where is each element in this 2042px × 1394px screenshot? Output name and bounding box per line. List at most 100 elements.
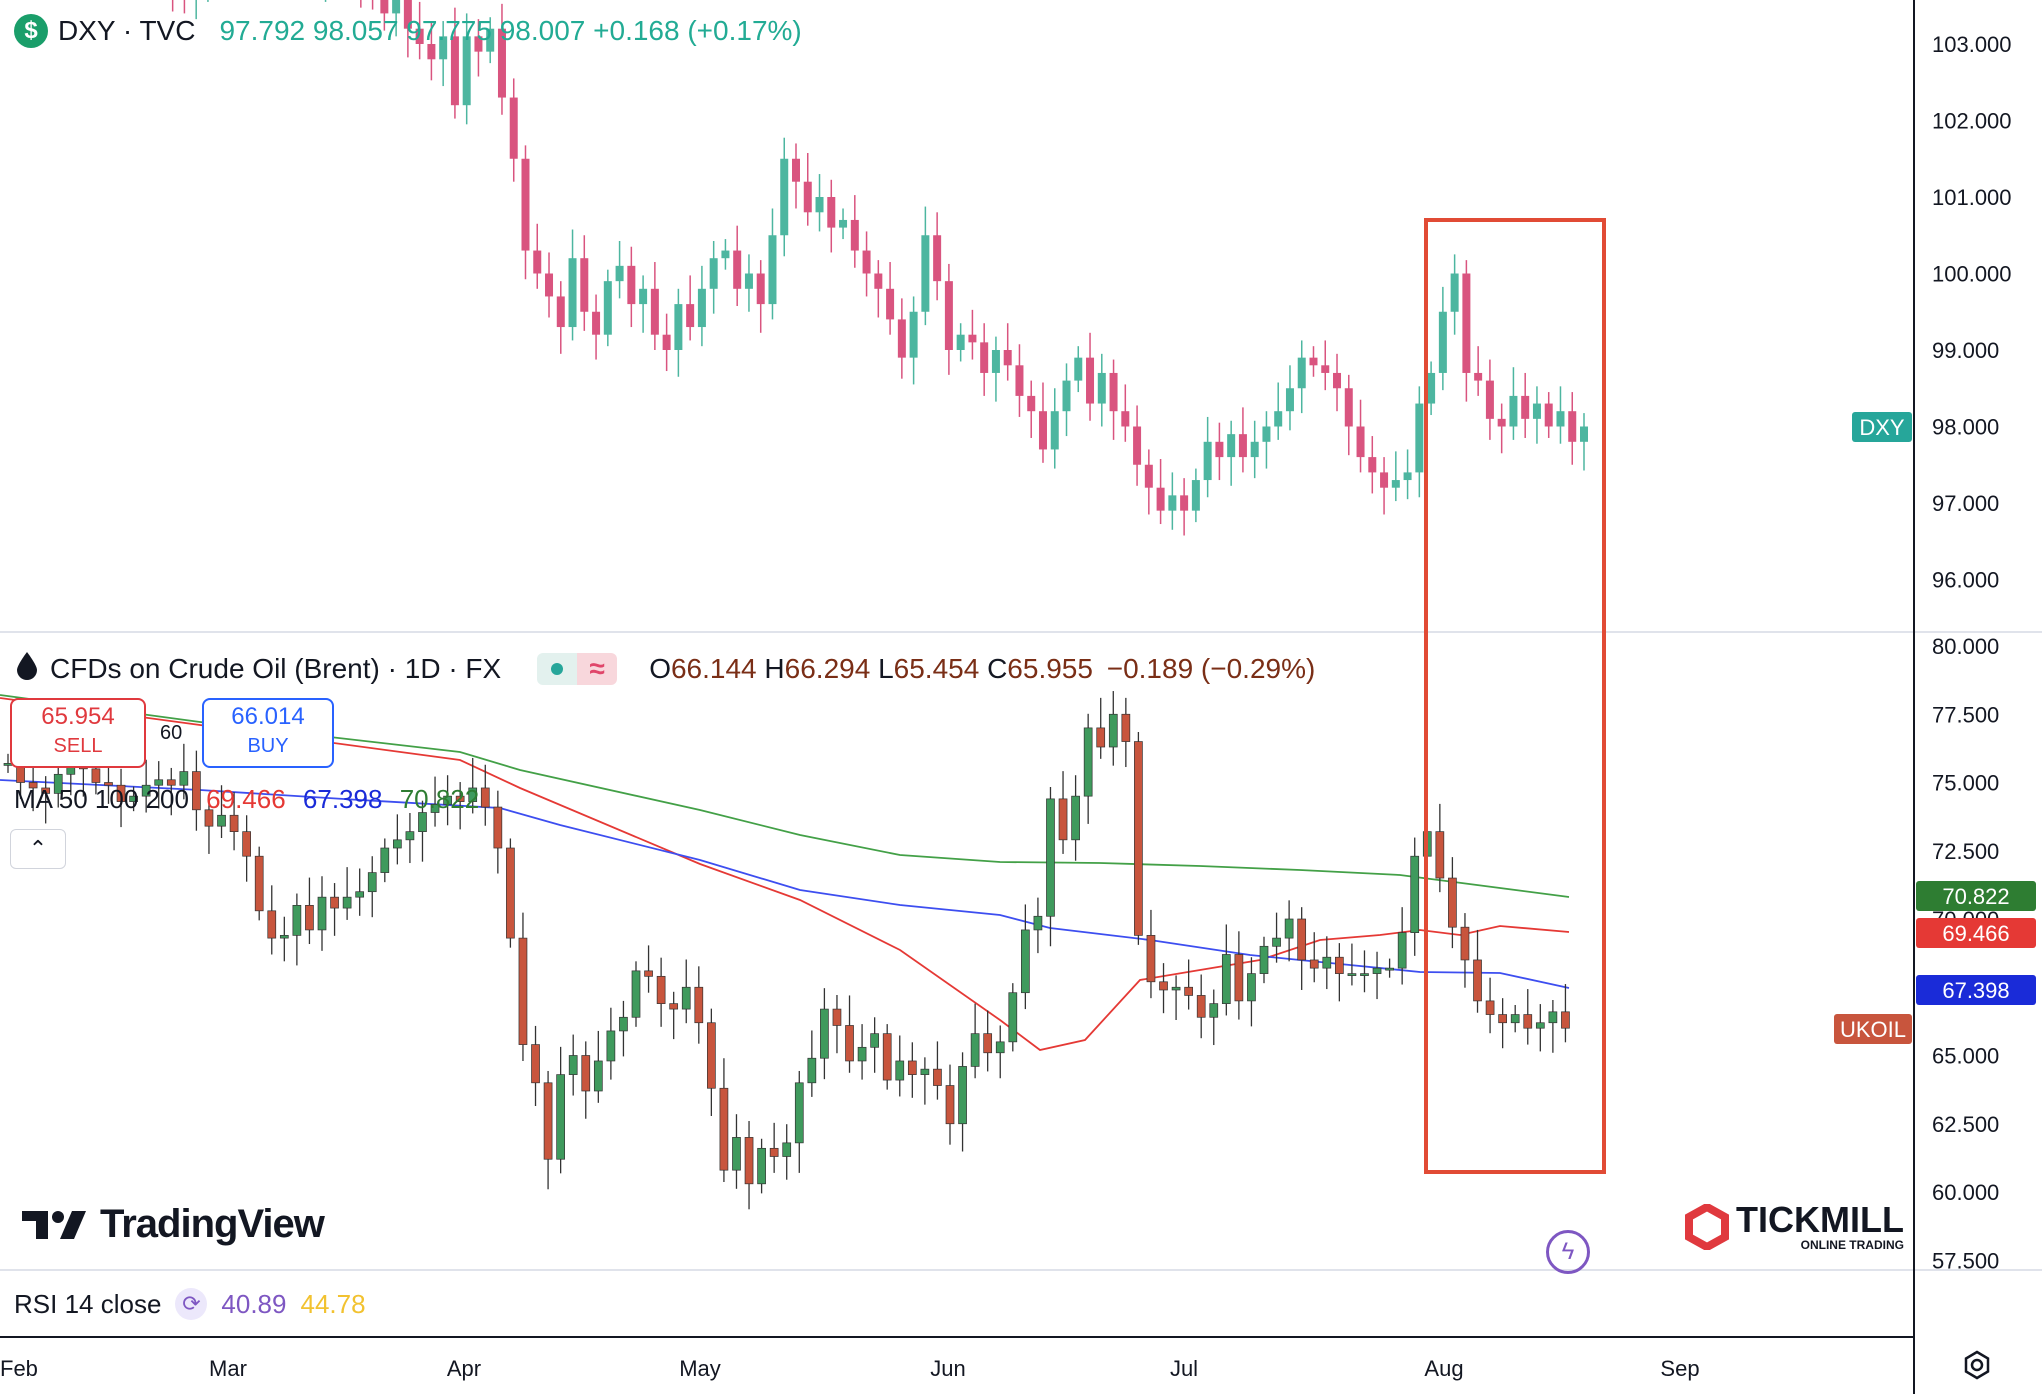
dxy-candle bbox=[392, 0, 401, 14]
dxy-candle bbox=[1191, 480, 1200, 511]
buy-price: 66.014 bbox=[231, 703, 305, 730]
brent-candle bbox=[1259, 945, 1269, 974]
brent-candle bbox=[907, 1060, 917, 1075]
brent-candle bbox=[1535, 1022, 1545, 1029]
spread-value: 60 bbox=[160, 722, 183, 744]
dxy-candle bbox=[968, 334, 977, 343]
brent-candle bbox=[581, 1055, 591, 1092]
dxy-candle bbox=[1556, 411, 1565, 427]
brent-candle bbox=[1247, 973, 1256, 1002]
ma50-line bbox=[0, 697, 1570, 1051]
dxy-axis-tick: 101.000 bbox=[1932, 185, 2012, 210]
brent-candle bbox=[1485, 1000, 1495, 1015]
ma-legend[interactable]: MA 50 100 200 69.466 67.398 70.822 bbox=[14, 784, 479, 815]
dxy-candle bbox=[462, 36, 471, 106]
brent-high: 66.294 bbox=[784, 652, 871, 684]
dxy-candle bbox=[1532, 403, 1541, 419]
brent-candle bbox=[669, 1003, 679, 1010]
dxy-title[interactable]: DXY · TVC bbox=[58, 15, 196, 46]
brent-candle bbox=[1159, 981, 1168, 991]
brent-candle bbox=[380, 847, 390, 873]
brent-candle bbox=[1561, 1011, 1570, 1029]
dxy-candle bbox=[674, 304, 683, 350]
dxy-candle bbox=[780, 158, 789, 236]
dxy-candle bbox=[1344, 388, 1353, 427]
dxy-candle bbox=[1109, 372, 1118, 412]
brent-candle bbox=[531, 1044, 540, 1084]
brent-candle bbox=[116, 784, 126, 802]
dxy-candle bbox=[497, 28, 506, 98]
brent-axis-tick: 60.000 bbox=[1932, 1180, 1999, 1205]
dxy-candle bbox=[874, 273, 883, 289]
ma-label: MA 50 100 200 bbox=[14, 784, 189, 814]
brent-candle bbox=[342, 896, 352, 909]
drop-icon bbox=[14, 650, 40, 687]
dxy-candle bbox=[592, 311, 601, 335]
brent-candle bbox=[493, 806, 503, 849]
brent-ohlc: O66.144 H66.294 L65.454 C65.955 −0.189 (… bbox=[649, 652, 1316, 684]
time-axis-label: Mar bbox=[209, 1356, 247, 1381]
brent-candle bbox=[1008, 992, 1018, 1043]
brent-candle bbox=[882, 1033, 892, 1081]
dxy-axis-tick: 102.000 bbox=[1932, 109, 2012, 134]
brent-candle bbox=[192, 771, 201, 811]
lightning-icon[interactable]: ϟ bbox=[1546, 1230, 1590, 1274]
wave-icon[interactable]: ≈ bbox=[577, 652, 618, 685]
brent-title[interactable]: CFDs on Crude Oil (Brent) · 1D · FX bbox=[50, 652, 502, 684]
dxy-candle bbox=[1368, 457, 1377, 473]
dxy-candle bbox=[909, 311, 918, 358]
dxy-axis-tick: 103.000 bbox=[1932, 32, 2012, 57]
dxy-candle bbox=[1309, 357, 1318, 366]
sell-price: 65.954 bbox=[41, 703, 115, 730]
ukoil-price-tag: UKOIL bbox=[1840, 1017, 1906, 1042]
dxy-candle bbox=[897, 319, 906, 358]
brent-candle bbox=[1284, 918, 1294, 939]
dxy-candle bbox=[568, 258, 577, 328]
rsi-legend[interactable]: RSI 14 close ⟳ 40.89 44.78 bbox=[14, 1288, 366, 1320]
status-dot-icon bbox=[537, 652, 578, 685]
dxy-candle bbox=[1333, 372, 1342, 389]
brent-candle bbox=[1309, 959, 1319, 969]
brent-candle bbox=[619, 1016, 628, 1032]
collapse-chevron-icon[interactable]: ⌃ bbox=[10, 829, 66, 869]
brent-candle bbox=[1184, 986, 1193, 996]
dxy-candle bbox=[1380, 472, 1389, 488]
indicator-toggle[interactable]: ≈ bbox=[537, 652, 618, 685]
ma200-line bbox=[0, 694, 1570, 898]
dxy-candle bbox=[521, 158, 530, 251]
brent-candle bbox=[556, 1074, 565, 1160]
settings-icon[interactable] bbox=[1962, 1350, 1992, 1380]
dxy-price-tag: DXY bbox=[1859, 415, 1905, 440]
tickmill-text: TICKMILL bbox=[1736, 1199, 1904, 1240]
ma100-axis-tag: 67.398 bbox=[1942, 978, 2009, 1003]
dxy-candle bbox=[956, 334, 965, 350]
dxy-candle bbox=[1168, 495, 1177, 511]
dxy-candle bbox=[627, 265, 636, 305]
dxy-header: $ DXY · TVC 97.792 98.057 97.775 98.007 … bbox=[14, 14, 802, 48]
brent-candle bbox=[707, 1022, 716, 1089]
brent-candle bbox=[518, 937, 528, 1045]
brent-candle bbox=[317, 896, 327, 931]
refresh-icon[interactable]: ⟳ bbox=[175, 1288, 208, 1320]
dxy-candle bbox=[1238, 434, 1247, 458]
brent-candle bbox=[694, 986, 704, 1024]
dxy-candle bbox=[1544, 403, 1553, 427]
dxy-candle bbox=[1015, 365, 1024, 396]
buy-label: BUY bbox=[247, 735, 289, 757]
ma100-axis-tag-bg bbox=[1916, 975, 2036, 1005]
dxy-candle bbox=[686, 304, 695, 328]
dxy-candle bbox=[1062, 380, 1071, 412]
dxy-candle bbox=[991, 350, 1000, 373]
dxy-axis-tick: 100.000 bbox=[1932, 262, 2012, 287]
sell-button[interactable]: 65.954 SELL bbox=[10, 698, 146, 768]
brent-candle bbox=[933, 1068, 942, 1086]
brent-candle bbox=[1297, 918, 1307, 961]
brent-candle bbox=[1335, 956, 1344, 974]
dxy-candle bbox=[1356, 426, 1365, 458]
dxy-axis-tick: 97.000 bbox=[1932, 491, 1999, 516]
dxy-candle bbox=[697, 288, 706, 328]
brent-candle bbox=[393, 839, 402, 849]
brent-candle bbox=[367, 872, 377, 893]
buy-button[interactable]: 66.014 BUY bbox=[202, 698, 334, 768]
